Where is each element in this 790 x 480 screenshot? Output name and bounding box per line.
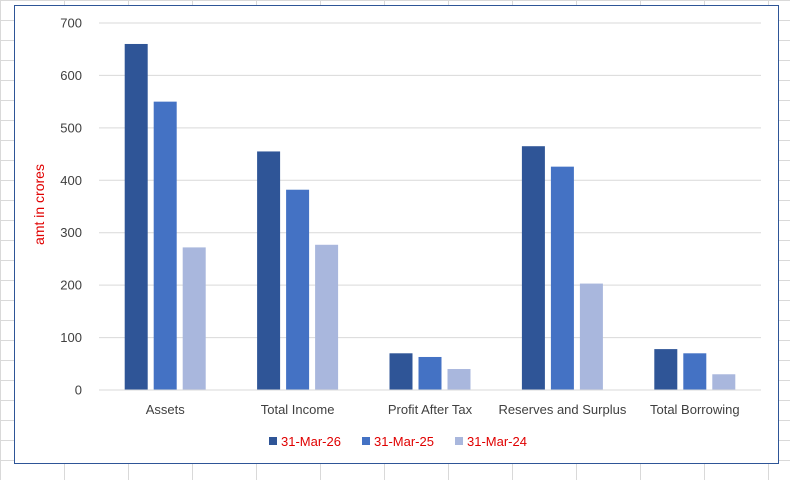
y-tick-label: 0 — [75, 383, 82, 398]
bar — [579, 283, 603, 390]
bar — [315, 244, 339, 390]
bar — [418, 356, 442, 390]
bar — [712, 374, 736, 390]
legend: 31-Mar-26 31-Mar-25 31-Mar-24 — [269, 434, 527, 449]
legend-label: 31-Mar-26 — [281, 434, 341, 449]
y-tick-label: 300 — [60, 225, 82, 240]
y-tick-label: 700 — [60, 16, 82, 31]
bar — [257, 151, 281, 390]
legend-label: 31-Mar-25 — [374, 434, 434, 449]
y-tick-label: 400 — [60, 173, 82, 188]
bar — [389, 353, 413, 390]
bar — [182, 247, 206, 390]
legend-swatch — [455, 437, 463, 445]
legend-label: 31-Mar-24 — [467, 434, 527, 449]
y-tick-label: 200 — [60, 278, 82, 293]
bars — [124, 43, 736, 391]
x-tick-label: Assets — [146, 402, 186, 417]
bar — [521, 146, 545, 390]
y-tick-label: 600 — [60, 68, 82, 83]
bar — [153, 101, 177, 391]
y-axis-label: amt in crores — [31, 164, 47, 245]
x-tick-label: Profit After Tax — [388, 402, 473, 417]
chart-frame: 0 100 200 300 400 500 600 700 Assets Total Incom… — [14, 5, 779, 464]
x-tick-label: Total Income — [261, 402, 335, 417]
y-axis-ticks: 0 100 200 300 400 500 600 700 — [60, 16, 82, 398]
bar — [286, 189, 310, 390]
bar — [550, 166, 574, 390]
bar — [654, 349, 678, 390]
bar — [683, 353, 707, 390]
x-tick-label: Reserves and Surplus — [498, 402, 626, 417]
gridlines — [99, 22, 761, 339]
legend-swatch — [269, 437, 277, 445]
bar — [124, 43, 148, 390]
bar-chart: 0 100 200 300 400 500 600 700 Assets Total Incom… — [31, 16, 761, 449]
x-axis-labels: Assets Total Income Profit After Tax Reserv… — [146, 402, 740, 417]
y-tick-label: 100 — [60, 330, 82, 345]
legend-swatch — [362, 437, 370, 445]
bar — [447, 369, 471, 390]
y-tick-label: 500 — [60, 120, 82, 135]
x-tick-label: Total Borrowing — [650, 402, 740, 417]
